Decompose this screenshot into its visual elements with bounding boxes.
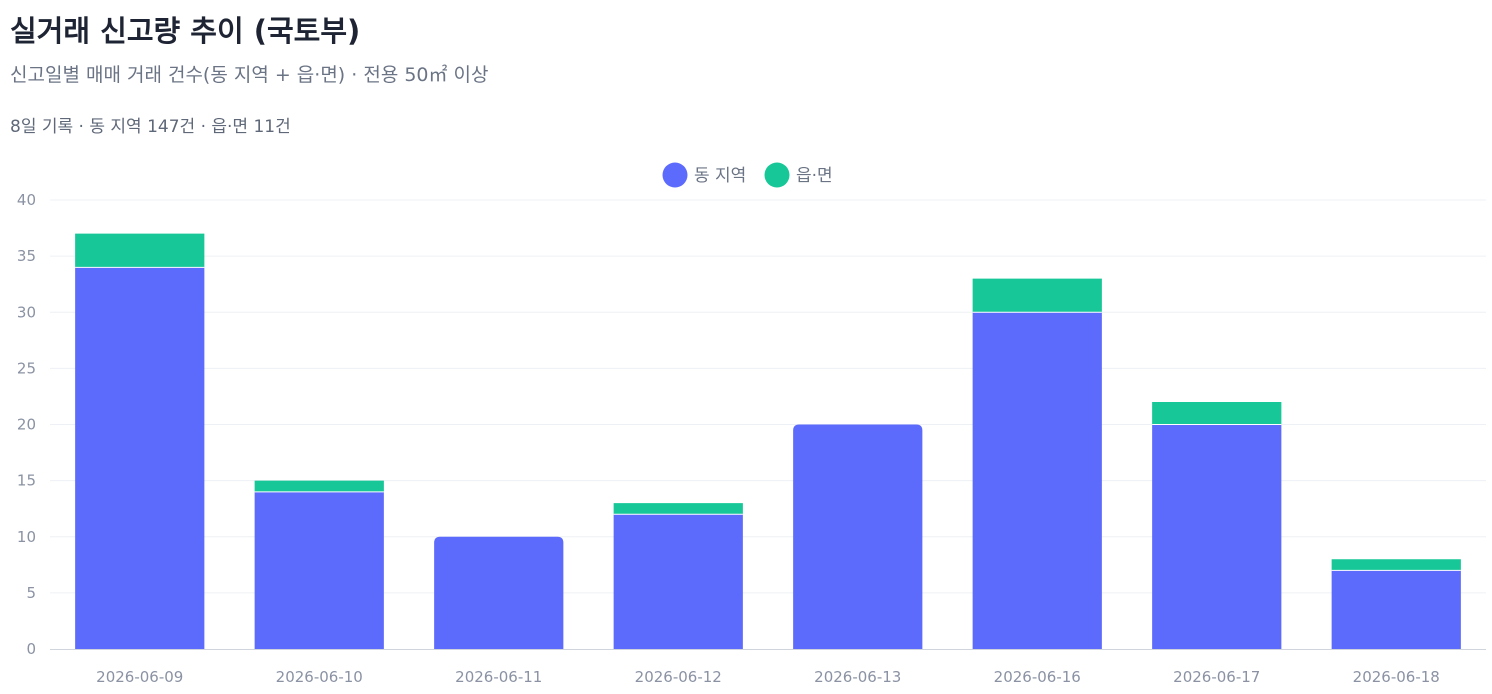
y-tick-label: 15: [17, 472, 36, 490]
bar-dong-2026-06-11[interactable]: [434, 536, 564, 649]
legend-swatch: [662, 162, 688, 188]
x-tick-label: 2026-06-12: [635, 668, 722, 686]
x-tick-label: 2026-06-09: [96, 668, 183, 686]
page-subtitle: 신고일별 매매 거래 건수(동 지역 + 읍·면) · 전용 50㎡ 이상: [10, 64, 489, 86]
bar-dong-2026-06-17[interactable]: [1152, 424, 1282, 650]
bar-dong-2026-06-12[interactable]: [613, 514, 743, 649]
y-tick-label: 35: [17, 247, 36, 265]
bar-dong-2026-06-18[interactable]: [1331, 570, 1461, 649]
bar-dong-2026-06-10[interactable]: [254, 491, 384, 649]
bar-eupmyeon-2026-06-09[interactable]: [75, 233, 205, 268]
x-tick-label: 2026-06-10: [276, 668, 363, 686]
y-tick-label: 20: [17, 416, 36, 434]
y-tick-label: 40: [17, 191, 36, 209]
bar-eupmyeon-2026-06-17[interactable]: [1152, 402, 1282, 425]
summary-text: 8일 기록 · 동 지역 147건 · 읍·면 11건: [10, 117, 291, 137]
bar-eupmyeon-2026-06-16[interactable]: [972, 278, 1102, 313]
page-title: 실거래 신고량 추이 (국토부): [10, 14, 361, 48]
x-tick-label: 2026-06-11: [455, 668, 542, 686]
x-tick-label: 2026-06-13: [814, 668, 901, 686]
x-tick-label: 2026-06-16: [994, 668, 1081, 686]
bar-eupmyeon-2026-06-10[interactable]: [254, 480, 384, 492]
bars: [75, 233, 1461, 650]
legend-swatch: [764, 162, 790, 188]
axes: 0 5 10 15 20 25 30 35 40 2026-06-09 2026-06-10 2026…: [17, 191, 1486, 686]
bar-eupmyeon-2026-06-12[interactable]: [613, 503, 743, 515]
legend-item-dong[interactable]: 동 지역: [662, 162, 747, 188]
x-tick-label: 2026-06-17: [1173, 668, 1260, 686]
y-tick-label: 10: [17, 528, 36, 546]
bar-dong-2026-06-16[interactable]: [972, 312, 1102, 649]
y-tick-label: 0: [26, 640, 36, 658]
legend[interactable]: 동 지역 읍·면: [662, 162, 833, 188]
y-tick-label: 5: [26, 584, 36, 602]
legend-label: 동 지역: [694, 166, 746, 186]
bar-dong-2026-06-13[interactable]: [793, 424, 923, 650]
legend-label: 읍·면: [796, 166, 833, 186]
y-tick-label: 30: [17, 303, 36, 321]
legend-item-eupmyeon[interactable]: 읍·면: [764, 162, 833, 188]
x-tick-label: 2026-06-18: [1353, 668, 1440, 686]
bar-eupmyeon-2026-06-18[interactable]: [1331, 559, 1461, 571]
bar-dong-2026-06-09[interactable]: [75, 267, 205, 649]
y-tick-label: 25: [17, 359, 36, 377]
